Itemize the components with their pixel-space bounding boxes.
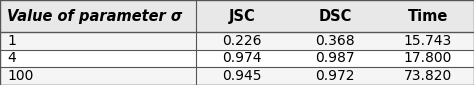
Text: Time: Time: [408, 9, 448, 24]
Text: 1: 1: [7, 34, 16, 48]
Text: 4: 4: [7, 52, 16, 65]
Text: 15.743: 15.743: [403, 34, 452, 48]
Text: 0.368: 0.368: [315, 34, 355, 48]
Bar: [0, 0, 474, 32]
Bar: [0, 67, 474, 85]
Bar: [0, 32, 474, 50]
Text: 73.820: 73.820: [403, 69, 452, 83]
Text: Value of parameter σ: Value of parameter σ: [7, 9, 182, 24]
Text: 17.800: 17.800: [403, 52, 452, 65]
Text: 0.226: 0.226: [222, 34, 262, 48]
Text: DSC: DSC: [318, 9, 352, 24]
Text: 0.974: 0.974: [222, 52, 262, 65]
Text: 100: 100: [7, 69, 34, 83]
Text: 0.972: 0.972: [315, 69, 355, 83]
Text: 0.945: 0.945: [222, 69, 262, 83]
Bar: [0, 50, 474, 67]
Text: JSC: JSC: [229, 9, 255, 24]
Text: 0.987: 0.987: [315, 52, 355, 65]
